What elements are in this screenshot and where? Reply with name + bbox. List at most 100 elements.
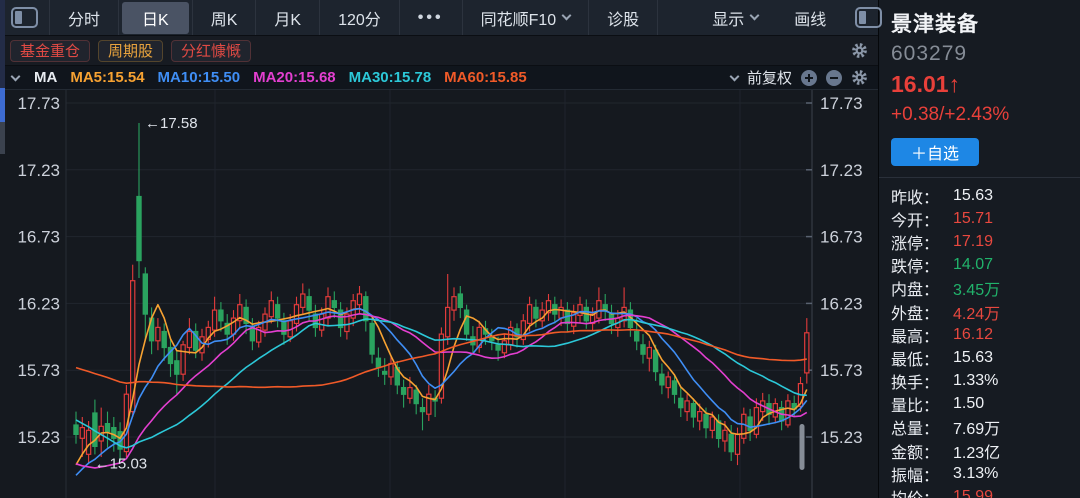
f10-menu-button[interactable]: 同花顺F10 [463,0,590,35]
quote-value: 7.69万 [953,421,1001,439]
quote-row: 跌停： 14.07 [891,254,1068,277]
period-tab-月K[interactable]: 月K [256,0,321,35]
period-tab-label: 月K [274,11,302,29]
quote-value: 4.24万 [953,305,1001,323]
quote-label: 昨收： [891,189,940,207]
more-periods-button[interactable]: ••• [400,0,463,35]
quote-row: 换手： 1.33% [891,370,1068,393]
quote-label: 换手： [891,375,940,393]
ellipsis-icon: ••• [417,8,444,26]
collapse-left-panel-button[interactable] [0,0,50,35]
y-tick-right: 16.23 [820,294,863,313]
ma-legend-item: MA20:15.68 [253,69,336,86]
chart-pane: 分时 日K 周K 月K 120分 ••• 同花顺F10 诊股 显示 画线 [0,0,883,498]
quote-rows: 昨收： 15.63 今开： 15.71 涨停： 17.19 跌停： 14.07 内盘： 3.45万… [891,184,1068,498]
quote-label: 最高： [891,328,940,346]
zoom-in-icon[interactable] [801,69,817,86]
gear-icon[interactable] [851,69,868,86]
quote-label: 今开： [891,212,940,230]
chevron-down-icon[interactable] [729,71,740,81]
concept-tag-基金重仓[interactable]: 基金重仓 [10,39,91,62]
draw-line-button[interactable]: 画线 [776,0,844,35]
quote-row: 均价：15.99 [891,485,1068,498]
quote-value: 1.23亿 [953,444,1001,462]
quote-row: 量比： 1.50 [891,393,1068,416]
ma-legend: MA5:15.54 MA10:15.50 MA20:15.68 MA30:15.78 M… [70,69,526,86]
y-tick-left: 16.23 [17,294,60,313]
toolbar-spacer [658,0,694,35]
quote-value: 3.45万 [953,282,1001,300]
adjust-mode-label[interactable]: 前复权 [746,70,792,87]
quote-label: 金额： [891,444,940,462]
candles-layer [73,123,810,466]
concept-tags-row: 基金重仓 周期股 分红慷慨 [0,36,878,66]
quote-value: 14.07 [953,256,994,274]
stock-code: 603279 [891,42,968,65]
quote-row: 昨收： 15.63 [891,184,1068,207]
quote-label: 量比： [891,398,940,416]
price-change: +0.38/+2.43% [891,104,1010,125]
draw-line-label: 画线 [794,11,827,29]
period-toolbar: 分时 日K 周K 月K 120分 ••• 同花顺F10 诊股 显示 画线 [0,0,883,36]
y-tick-right: 15.73 [820,361,863,380]
candlestick-chart[interactable]: 17.73 17.73 17.23 17.23 16.73 16.73 16.23 16.23… [0,90,878,498]
zoom-out-icon[interactable] [826,69,842,86]
chart-canvas[interactable]: 17.73 17.73 17.23 17.23 16.73 16.73 16.23 16.23… [0,90,878,498]
background-window-sliver [0,88,5,122]
period-tab-周K[interactable]: 周K [193,0,257,35]
y-tick-left: 15.73 [17,361,60,380]
period-tab-120分[interactable]: 120分 [320,0,400,35]
price-annotation: ←17.58 [145,115,198,132]
quote-label: 最低： [891,351,940,369]
quote-label: 均价： [891,485,953,498]
quote-row: 内盘： 3.45万 [891,277,1068,300]
quote-row: 最低： 15.63 [891,346,1068,369]
price-annotation: ←15.03 [95,456,148,473]
stock-name: 景津装备 [891,13,979,36]
period-tab-label: 周K [210,11,238,29]
y-tick-right: 15.23 [820,428,863,447]
diagnose-stock-button[interactable]: 诊股 [589,0,659,35]
quote-row: 今开： 15.71 [891,207,1068,230]
collapse-right-panel-button[interactable] [844,0,893,35]
current-price: 16.01↑ [891,71,961,97]
chevron-down-icon[interactable] [10,71,21,81]
quote-value: 16.12 [953,325,994,343]
concept-tag-分红慷慨[interactable]: 分红慷慨 [171,39,252,62]
panel-toggle-icon [855,7,883,28]
period-tab-日K[interactable]: 日K [119,0,193,35]
quote-value: 3.13% [953,464,999,482]
period-tab-label: 日K [122,1,189,34]
concept-tags: 基金重仓 周期股 分红慷慨 [10,39,252,62]
quote-value: 1.50 [953,395,985,413]
quote-value: 15.99 [953,488,994,498]
quote-value: 17.19 [953,232,994,250]
chevron-down-icon [561,10,572,21]
gear-icon[interactable] [851,42,868,59]
ma-legend-item: MA5:15.54 [70,69,145,86]
diagnose-label: 诊股 [607,11,640,29]
chevron-down-icon [749,10,760,21]
quote-label: 跌停： [891,259,940,277]
period-tab-分时[interactable]: 分时 [50,0,120,35]
background-window-sliver [0,122,5,154]
ma-legend-item: MA60:15.85 [444,69,527,86]
quote-row: 最高： 16.12 [891,323,1068,346]
quote-row: 总量： 7.69万 [891,416,1068,439]
period-tab-label: 120分 [338,11,381,29]
period-tabs: 分时 日K 周K 月K 120分 [50,0,400,35]
quote-label: 外盘： [891,305,940,323]
display-menu-button[interactable]: 显示 [694,0,776,35]
quote-row: 外盘： 4.24万 [891,300,1068,323]
period-tab-label: 分时 [68,11,101,29]
indicator-name: MA [34,69,58,86]
chart-scrollbar-thumb [799,424,805,470]
quote-row: 涨停： 17.19 [891,230,1068,253]
ma-lines-layer [75,303,808,476]
add-watchlist-button[interactable]: ＋自选 [891,138,979,166]
y-tick-left: 17.23 [17,161,60,180]
f10-label: 同花顺F10 [480,11,557,29]
display-label: 显示 [712,11,745,29]
concept-tag-周期股[interactable]: 周期股 [98,39,164,62]
